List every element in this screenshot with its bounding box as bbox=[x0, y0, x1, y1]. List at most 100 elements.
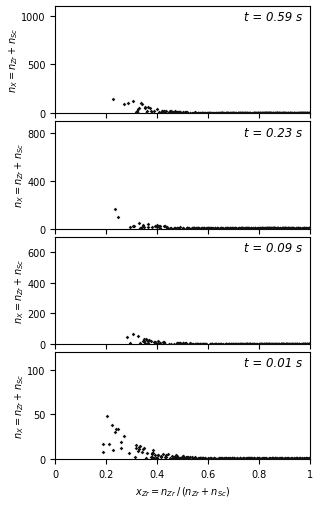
Point bbox=[235, 455, 240, 463]
Point bbox=[244, 225, 249, 233]
Point bbox=[267, 455, 272, 463]
Point bbox=[247, 340, 252, 348]
Point bbox=[191, 225, 196, 233]
Point bbox=[254, 225, 260, 233]
Point bbox=[193, 453, 198, 462]
Point bbox=[260, 340, 265, 348]
Point bbox=[207, 110, 212, 118]
Point bbox=[245, 225, 250, 233]
Point bbox=[308, 454, 313, 463]
Point bbox=[308, 110, 313, 118]
Point bbox=[240, 225, 245, 233]
Point bbox=[145, 337, 150, 345]
Point bbox=[112, 206, 117, 214]
Point bbox=[243, 455, 248, 463]
Point bbox=[177, 109, 182, 117]
Point bbox=[304, 455, 309, 463]
Point bbox=[287, 340, 292, 348]
Point bbox=[225, 340, 230, 348]
Point bbox=[308, 110, 313, 118]
Point bbox=[286, 225, 291, 233]
Point bbox=[201, 225, 206, 233]
Point bbox=[200, 225, 205, 233]
Point bbox=[215, 454, 220, 463]
Point bbox=[240, 110, 245, 118]
Point bbox=[268, 225, 273, 233]
Point bbox=[262, 455, 268, 463]
Point bbox=[301, 110, 307, 118]
Point bbox=[236, 340, 241, 348]
Point bbox=[275, 340, 280, 348]
Point bbox=[261, 454, 267, 463]
Point bbox=[304, 225, 309, 233]
Point bbox=[308, 340, 313, 348]
Point bbox=[231, 455, 236, 463]
Point bbox=[272, 110, 277, 118]
Point bbox=[264, 110, 269, 118]
Point bbox=[293, 225, 299, 233]
Point bbox=[245, 110, 251, 118]
Point bbox=[261, 225, 267, 233]
Point bbox=[244, 340, 249, 348]
Point bbox=[203, 340, 208, 348]
Point bbox=[212, 340, 217, 348]
Point bbox=[133, 441, 139, 449]
Point bbox=[258, 110, 263, 118]
Point bbox=[288, 110, 293, 118]
Point bbox=[221, 340, 226, 348]
Point bbox=[215, 455, 220, 463]
Point bbox=[265, 110, 270, 118]
Point bbox=[238, 110, 243, 118]
Point bbox=[308, 340, 313, 348]
Point bbox=[230, 455, 235, 463]
Point bbox=[279, 110, 284, 118]
Point bbox=[245, 454, 250, 463]
Point bbox=[299, 225, 304, 233]
Point bbox=[262, 225, 267, 233]
Point bbox=[283, 225, 288, 233]
Point bbox=[308, 110, 313, 118]
Point bbox=[303, 110, 308, 118]
Point bbox=[260, 225, 265, 233]
Point bbox=[228, 225, 233, 233]
Point bbox=[308, 455, 313, 463]
Point bbox=[280, 110, 285, 118]
Point bbox=[273, 225, 278, 233]
Point bbox=[232, 225, 237, 233]
Point bbox=[220, 455, 225, 463]
Point bbox=[237, 110, 242, 118]
Point bbox=[308, 110, 313, 118]
Point bbox=[284, 225, 289, 233]
Point bbox=[292, 225, 297, 233]
Point bbox=[218, 225, 223, 233]
Point bbox=[175, 339, 180, 347]
Point bbox=[303, 455, 308, 463]
Point bbox=[254, 455, 259, 463]
Point bbox=[308, 340, 313, 348]
Point bbox=[250, 110, 255, 118]
Point bbox=[190, 225, 195, 233]
Point bbox=[229, 455, 234, 463]
Point bbox=[251, 110, 256, 118]
Point bbox=[239, 225, 244, 233]
Point bbox=[296, 225, 301, 233]
Point bbox=[302, 110, 308, 118]
Point bbox=[277, 454, 282, 463]
Point bbox=[157, 340, 162, 348]
Point bbox=[274, 110, 279, 118]
Point bbox=[226, 455, 231, 463]
Point bbox=[265, 225, 270, 233]
Point bbox=[293, 454, 298, 463]
Point bbox=[308, 454, 313, 463]
Point bbox=[271, 455, 276, 463]
Point bbox=[273, 455, 278, 463]
Point bbox=[284, 110, 290, 118]
Point bbox=[262, 455, 267, 463]
Point bbox=[261, 340, 267, 348]
Point bbox=[178, 109, 183, 117]
Point bbox=[308, 225, 313, 233]
Point bbox=[257, 455, 262, 463]
Point bbox=[292, 225, 297, 233]
Point bbox=[297, 110, 302, 118]
Point bbox=[289, 340, 294, 348]
